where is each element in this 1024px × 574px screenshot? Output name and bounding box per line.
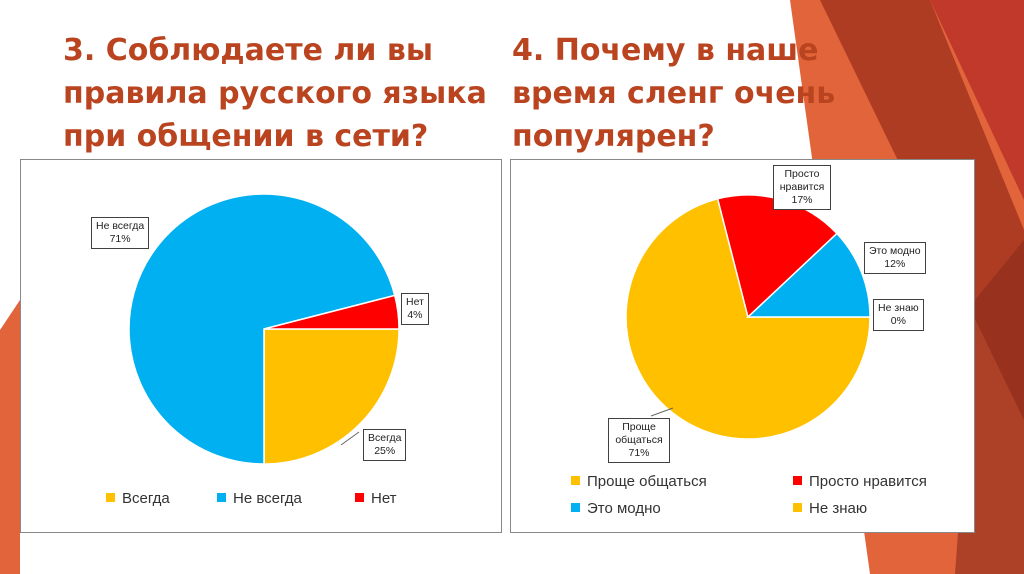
legend-item-prosto-nravitsya: Просто нравится	[793, 473, 927, 490]
callout-net: Нет 4%	[401, 293, 429, 325]
legend-swatch	[793, 503, 802, 512]
callout-vsegda: Всегда 25%	[363, 429, 407, 461]
pie-chart-left	[128, 193, 400, 465]
legend-item-proshche-obshchatsya: Проще общаться	[571, 473, 707, 490]
legend-item-ne-znayu: Не знаю	[793, 500, 867, 517]
chart-panel-right: Просто нравится 17% Это модно 12% Не зна…	[510, 159, 975, 533]
legend-item-ne-vsegda: Не всегда	[217, 490, 302, 507]
callout-value: 71%	[628, 447, 650, 459]
legend-item-vsegda: Всегда	[106, 490, 170, 507]
callout-value: 25%	[374, 445, 396, 457]
legend-swatch	[355, 493, 364, 502]
leader-line-proshche	[650, 407, 674, 417]
legend-label: Всегда	[122, 490, 170, 507]
legend-item-eto-modno: Это модно	[571, 500, 661, 517]
legend-swatch	[571, 503, 580, 512]
pie-slice-2	[746, 232, 871, 318]
legend-label: Просто нравится	[809, 473, 927, 490]
title-left: 3. Соблюдаете ли вы правила русского язы…	[63, 33, 487, 154]
legend-label: Проще общаться	[587, 473, 707, 490]
legend-label: Не знаю	[809, 500, 868, 517]
legend-label: Это модно	[587, 500, 661, 517]
callout-label: Просто нравится	[779, 168, 825, 193]
pie-slice-1	[128, 193, 396, 465]
callout-ne-znayu: Не знаю 0%	[873, 299, 924, 331]
leader-line-vsegda	[340, 431, 360, 446]
chart-panel-left: Не всегда 71% Нет 4% Всегда 25% Всегда Н…	[20, 159, 502, 533]
callout-label: Не всегда	[96, 220, 145, 232]
pie-slice-2	[263, 294, 400, 330]
legend-swatch	[571, 476, 580, 485]
callout-eto-modno: Это модно 12%	[864, 242, 926, 274]
legend-swatch	[106, 493, 115, 502]
callout-value: 4%	[407, 309, 423, 321]
pie-chart-right	[625, 194, 871, 440]
legend-label: Не всегда	[233, 490, 302, 507]
legend-label: Нет	[371, 490, 397, 507]
callout-value: 71%	[109, 233, 131, 245]
callout-ne-vsegda: Не всегда 71%	[91, 217, 150, 249]
deco-shape-5	[0, 300, 20, 574]
callout-label: Проще общаться	[615, 421, 663, 446]
callout-proshche-obshchatsya: Проще общаться 71%	[608, 418, 670, 463]
callout-value: 0%	[890, 315, 906, 327]
callout-value: 17%	[791, 194, 813, 206]
deco-shape-3	[930, 0, 1024, 200]
legend-swatch	[793, 476, 802, 485]
legend-swatch	[217, 493, 226, 502]
callout-value: 12%	[884, 258, 906, 270]
title-right: 4. Почему в наше время сленг очень попул…	[512, 33, 836, 154]
callout-label: Не знаю	[878, 302, 919, 314]
pie-slice-0	[625, 197, 871, 440]
callout-prosto-nravitsya: Просто нравится 17%	[773, 165, 831, 210]
pie-slice-0	[263, 328, 400, 465]
callout-label: Это модно	[869, 245, 921, 257]
callout-label: Всегда	[368, 432, 402, 444]
callout-label: Нет	[406, 296, 424, 308]
legend-item-net: Нет	[355, 490, 397, 507]
